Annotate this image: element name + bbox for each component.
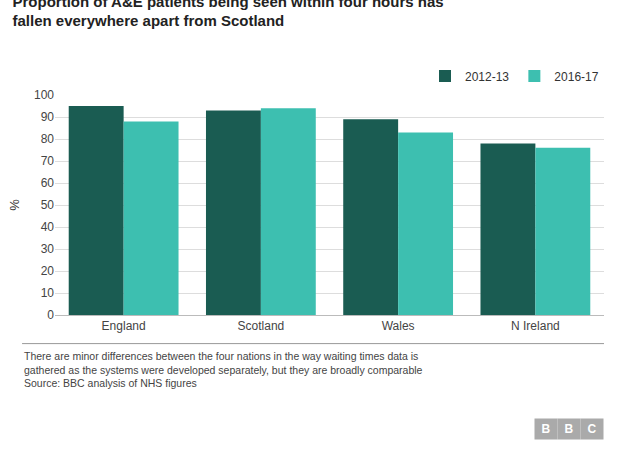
svg-text:40: 40	[41, 220, 55, 234]
svg-text:0: 0	[47, 308, 54, 322]
svg-text:There are minor differences be: There are minor differences between the …	[24, 350, 423, 389]
svg-text:30: 30	[41, 242, 55, 256]
svg-text:N Ireland: N Ireland	[511, 319, 560, 333]
svg-text:England: England	[102, 319, 146, 333]
svg-text:Proportion of A&E patients bei: Proportion of A&E patients being seen wi…	[12, 0, 443, 29]
svg-text:50: 50	[41, 198, 55, 212]
svg-text:C: C	[588, 422, 597, 436]
svg-text:%: %	[7, 199, 22, 211]
svg-text:80: 80	[41, 132, 55, 146]
svg-text:2016-17: 2016-17	[554, 70, 598, 84]
svg-text:Wales: Wales	[382, 319, 415, 333]
svg-text:B: B	[542, 422, 551, 436]
svg-text:Scotland: Scotland	[238, 319, 285, 333]
svg-text:60: 60	[41, 176, 55, 190]
svg-text:70: 70	[41, 154, 55, 168]
svg-text:20: 20	[41, 264, 55, 278]
svg-text:10: 10	[41, 286, 55, 300]
svg-text:90: 90	[41, 110, 55, 124]
svg-text:B: B	[565, 422, 574, 436]
svg-text:100: 100	[34, 88, 54, 102]
svg-text:2012-13: 2012-13	[465, 70, 509, 84]
